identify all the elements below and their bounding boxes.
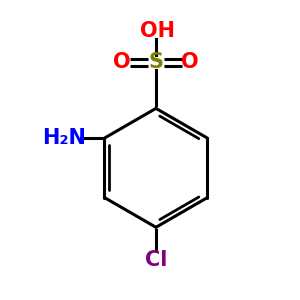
Text: O: O	[113, 52, 130, 72]
Text: O: O	[181, 52, 199, 72]
Text: Cl: Cl	[145, 250, 167, 270]
Text: S: S	[148, 52, 164, 72]
Text: OH: OH	[140, 21, 175, 41]
Text: H₂N: H₂N	[42, 128, 86, 148]
